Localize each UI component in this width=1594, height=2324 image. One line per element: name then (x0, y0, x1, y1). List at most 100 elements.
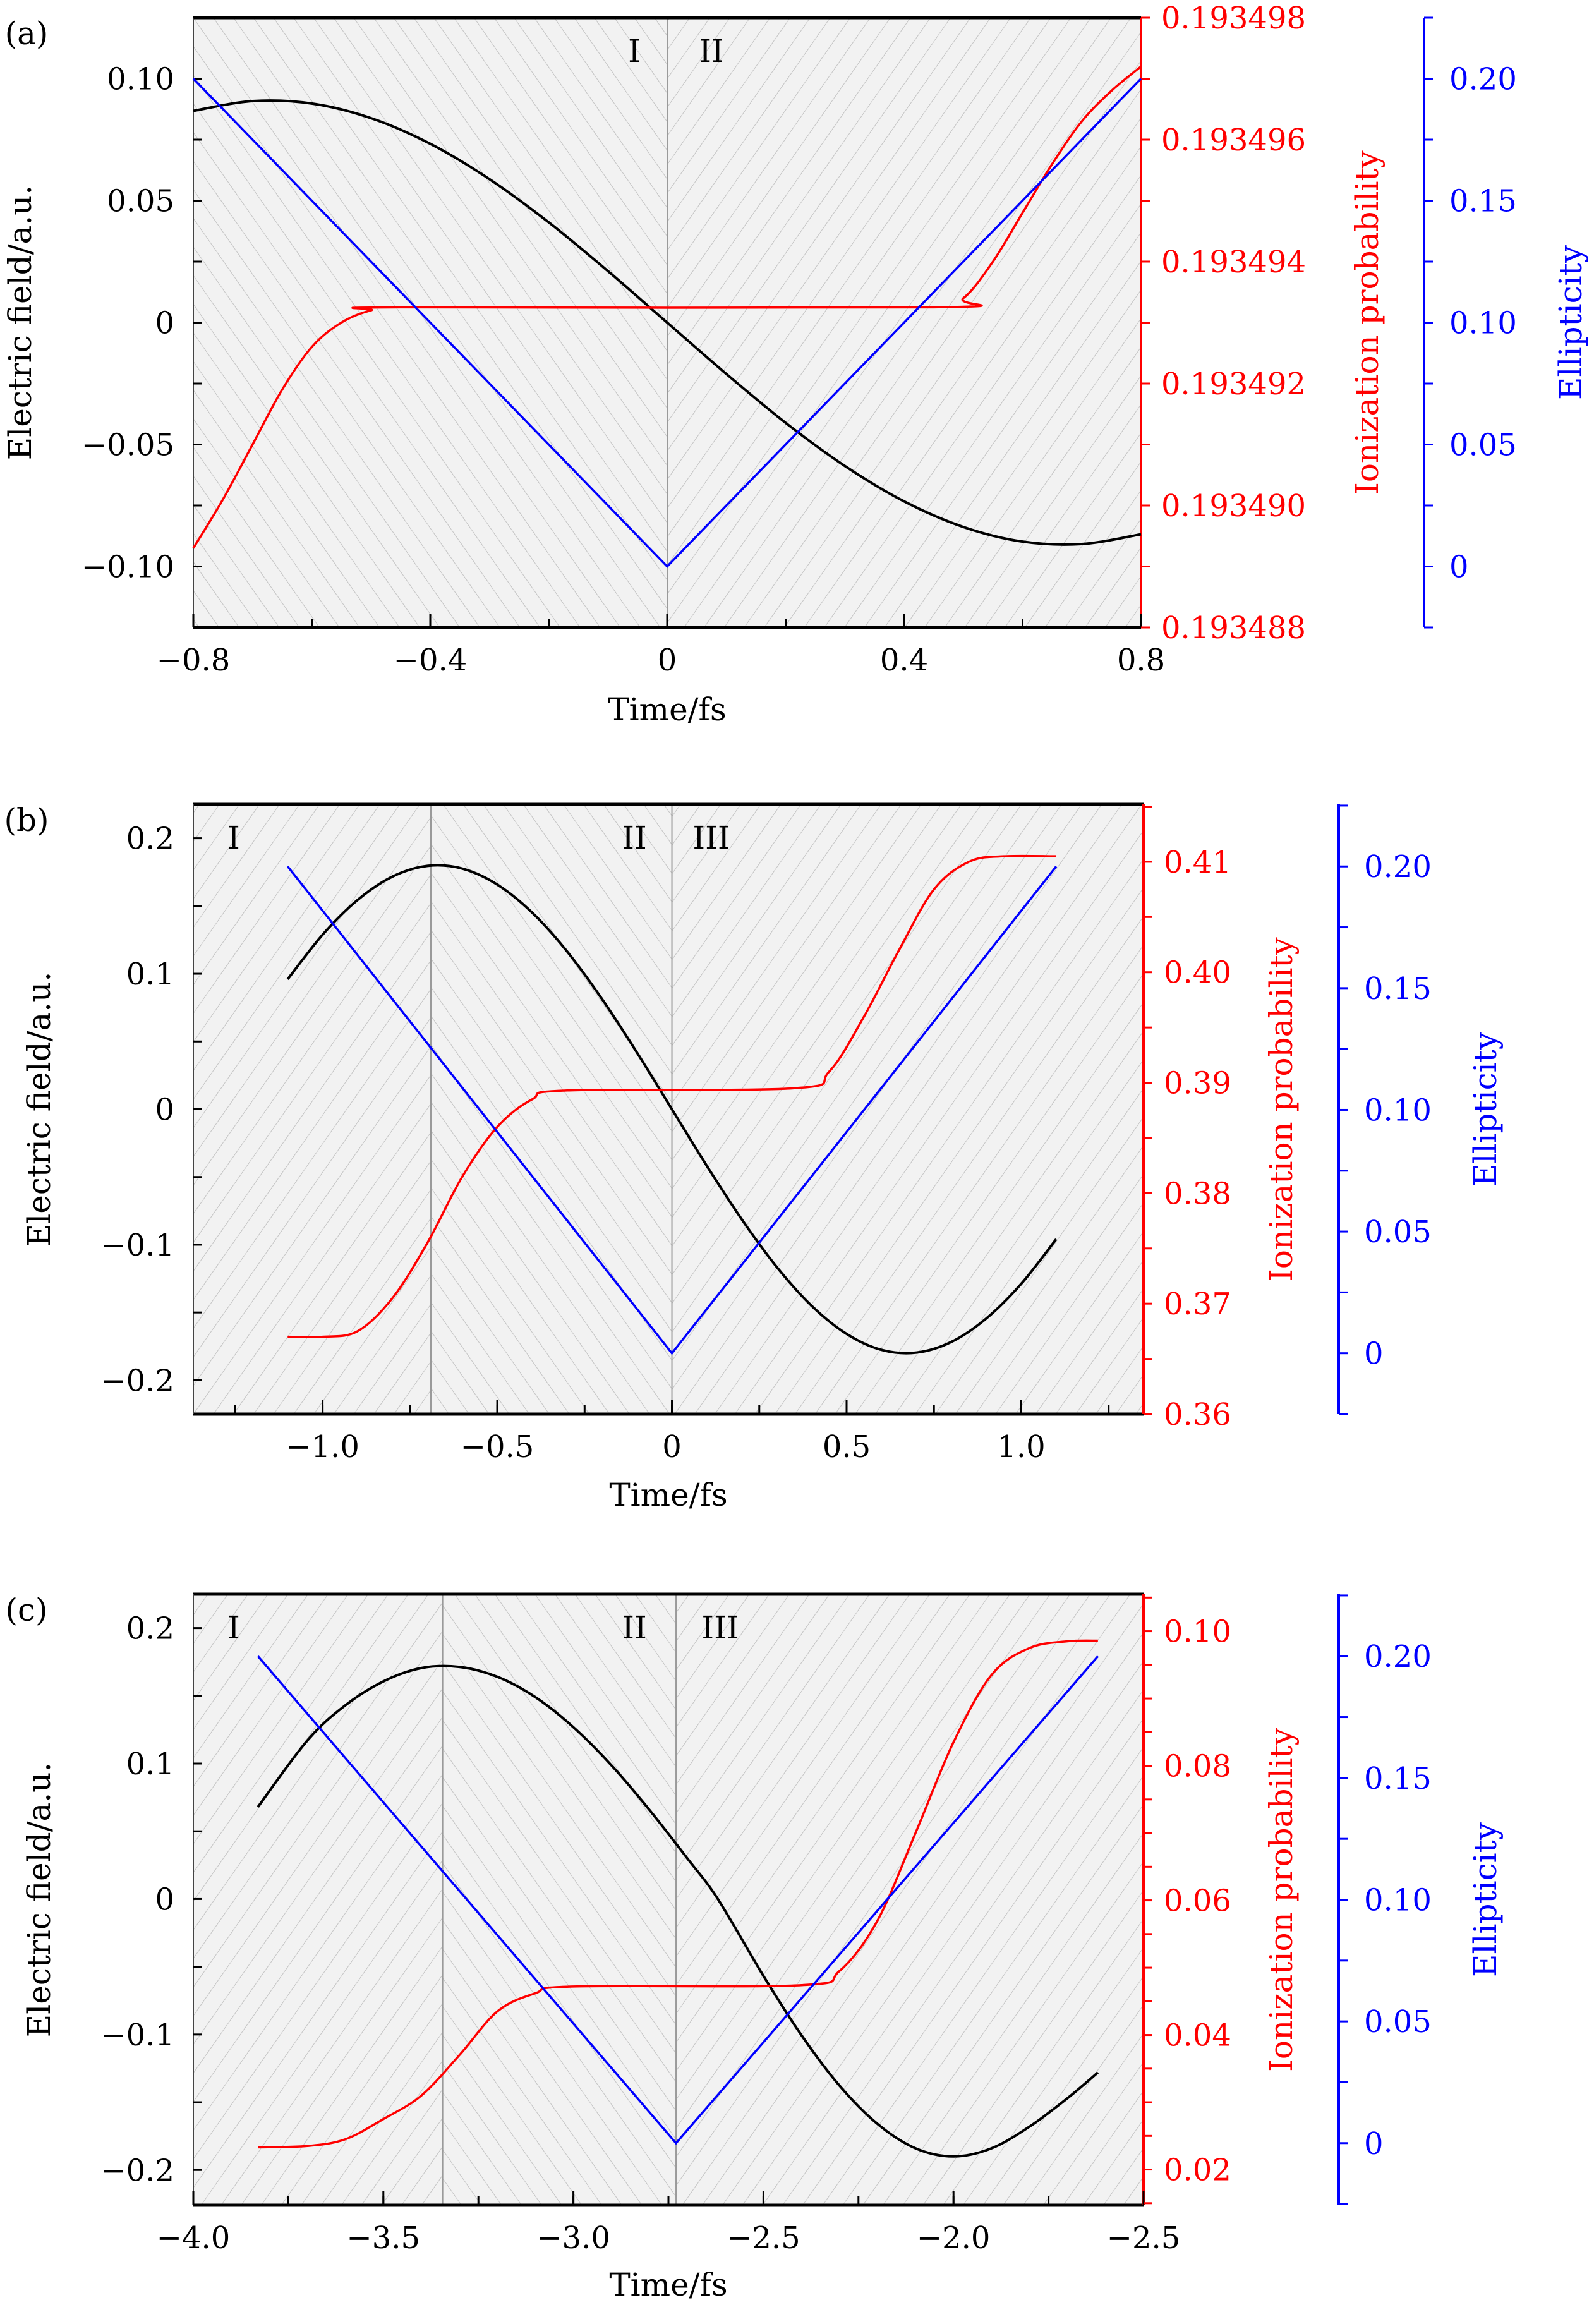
ionization-probability-line (192, 65, 1142, 549)
y-axis-title: Electric field/a.u. (2, 185, 39, 461)
ionization-tick-label: 0.10 (1164, 1614, 1231, 1650)
ionization-tick-label: 0.06 (1164, 1884, 1231, 1919)
ionization-tick-label: 0.04 (1164, 2018, 1231, 2054)
ionization-tick-label: 0.37 (1164, 1286, 1231, 1322)
x-tick-label: −1.0 (286, 1429, 359, 1465)
panel-b: I II III−1.0 −0.5 0 0.5 1.00.20.10−0.1−0.20.41… (4, 802, 1504, 1513)
ellipticity-axis-title: Ellipticity (1552, 245, 1589, 400)
ionization-tick-label: 0.39 (1164, 1066, 1231, 1101)
panel-c: I II III−4.0 −3.5 −3.0 −2.5 −2.0 −2.50.20.10−0.… (5, 1592, 1504, 2303)
ionization-probability-line (258, 1639, 1098, 2149)
ellipticity-tick-label: 0.20 (1449, 62, 1517, 97)
y-tick-label: 0.1 (126, 1746, 174, 1782)
region-1-hatch (193, 1594, 443, 2205)
panel-label: (b) (4, 802, 49, 838)
x-axis-title: Time/fs (609, 2267, 727, 2303)
panel-label: (c) (5, 1592, 47, 1628)
y-tick-label: 0.2 (126, 1611, 174, 1647)
ionization-tick-label: 0.08 (1164, 1749, 1231, 1784)
ellipticity-tick-label: 0.20 (1364, 849, 1432, 885)
x-tick-label: 0.5 (823, 1429, 871, 1465)
region-3-hatch (676, 1594, 1144, 2205)
x-tick-label: −3.0 (536, 2220, 610, 2256)
ellipticity-axis-title: Ellipticity (1467, 1822, 1504, 1977)
x-axis-title: Time/fs (608, 691, 726, 728)
region-3-hatch (672, 804, 1144, 1414)
x-tick-label: 0 (662, 1429, 682, 1465)
y-tick-label: 0.2 (126, 821, 174, 857)
y-tick-label: 0.05 (107, 184, 174, 219)
panel-a: I II−0.8 −0.4 0 0.4 0.80.100.050−0.05−0.100.1… (2, 1, 1589, 728)
y-axis-title: Electric field/a.u. (21, 1762, 57, 2038)
ellipticity-tick-label: 0.10 (1449, 306, 1517, 341)
ionization-axis-title: Ionization probability (1263, 1727, 1300, 2071)
electric-field-line (193, 99, 1142, 546)
ionization-tick-label: 0.40 (1164, 955, 1231, 991)
ellipticity-tick-label: 0.10 (1364, 1883, 1432, 1918)
y-axis-title: Electric field/a.u. (21, 972, 57, 1247)
ellipticity-axis-title: Ellipticity (1467, 1031, 1504, 1187)
ellipticity-tick-label: 0 (1364, 1336, 1384, 1372)
ellipticity-tick-label: 0.15 (1449, 184, 1517, 219)
ionization-axis-title: Ionization probability (1349, 150, 1386, 494)
x-tick-label: −2.5 (1107, 2220, 1181, 2256)
region-label: II (699, 33, 724, 70)
x-tick-label: −3.5 (347, 2220, 421, 2256)
ellipticity-tick-label: 0.20 (1364, 1639, 1432, 1674)
x-axis-title: Time/fs (609, 1477, 727, 1513)
x-tick-label: −0.5 (461, 1429, 534, 1465)
ionization-tick-label: 0.193492 (1161, 366, 1306, 402)
region-1-hatch (193, 804, 431, 1414)
panel-label: (a) (5, 15, 49, 52)
y-tick-label: 0 (155, 1882, 174, 1917)
ellipticity-line (257, 1655, 1099, 2145)
ionization-tick-label: 0.193488 (1161, 610, 1306, 646)
ionization-tick-label: 0.36 (1164, 1397, 1231, 1432)
y-tick-label: −0.1 (100, 1228, 174, 1263)
x-tick-label: −0.4 (394, 643, 468, 678)
x-tick-label: −2.0 (917, 2220, 991, 2256)
region-label: II (622, 1609, 647, 1646)
ellipticity-tick-label: 0 (1449, 550, 1469, 585)
region-label: I (628, 33, 641, 70)
x-tick-label: −0.8 (157, 643, 231, 678)
x-tick-label: −2.5 (727, 2220, 800, 2256)
ellipticity-tick-label: 0.05 (1364, 2004, 1432, 2040)
region-label: I (227, 820, 240, 856)
ellipticity-tick-label: 0.05 (1449, 428, 1517, 463)
ionization-tick-label: 0.193494 (1161, 245, 1306, 280)
ellipticity-line (286, 866, 1058, 1355)
region-2-hatch (442, 1594, 677, 2205)
y-tick-label: 0 (155, 306, 174, 341)
ellipticity-line (192, 78, 1142, 569)
x-tick-label: 0.8 (1117, 643, 1165, 678)
ellipticity-tick-label: 0.05 (1364, 1214, 1432, 1250)
electric-field-line (286, 864, 1058, 1355)
x-tick-label: 1.0 (997, 1429, 1045, 1465)
electric-field-line (257, 1664, 1099, 2158)
x-tick-label: −4.0 (157, 2220, 231, 2256)
ellipticity-tick-label: 0 (1364, 2126, 1384, 2162)
ionization-axis-title: Ionization probability (1263, 936, 1300, 1281)
y-tick-label: −0.10 (82, 550, 174, 585)
ionization-tick-label: 0.38 (1164, 1176, 1231, 1211)
region-2-hatch (431, 804, 672, 1414)
ellipticity-tick-label: 0.15 (1364, 1761, 1432, 1796)
x-tick-label: 0.4 (880, 643, 928, 678)
y-tick-label: 0 (155, 1092, 174, 1128)
x-tick-label: 0 (658, 643, 677, 678)
ellipticity-tick-label: 0.15 (1364, 971, 1432, 1007)
ionization-tick-label: 0.193498 (1161, 1, 1306, 36)
y-tick-label: 0.10 (107, 62, 174, 97)
region-label: III (692, 820, 730, 856)
y-tick-label: −0.1 (100, 2018, 174, 2053)
y-tick-label: −0.05 (82, 428, 174, 463)
y-tick-label: −0.2 (100, 1363, 174, 1398)
ionization-probability-line (287, 854, 1056, 1339)
region-label: I (227, 1609, 240, 1646)
ellipticity-tick-label: 0.10 (1364, 1092, 1432, 1128)
ionization-tick-label: 0.41 (1164, 845, 1231, 880)
ionization-tick-label: 0.02 (1164, 2153, 1231, 2188)
region-label: III (701, 1609, 739, 1646)
